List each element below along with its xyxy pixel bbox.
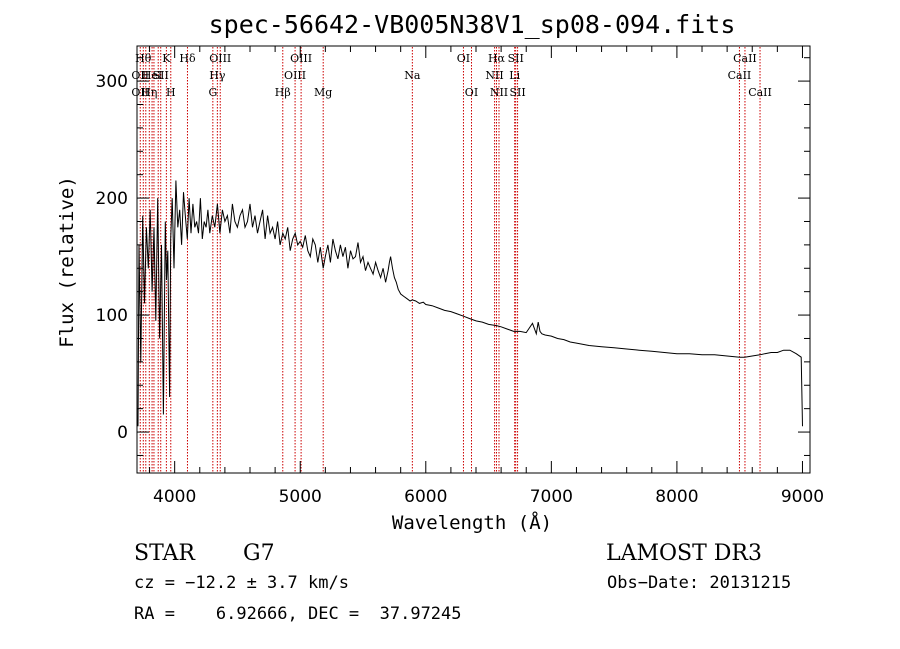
line-marker-label: NII (485, 69, 503, 82)
x-tick-label: 6000 (404, 487, 447, 507)
line-marker-label: Mg (314, 86, 332, 99)
line-marker-label: OI (457, 52, 470, 65)
line-marker-label: H (166, 86, 176, 99)
line-marker-label: OI (465, 86, 478, 99)
y-axis-ticks: 0 100 200 300 (96, 57, 810, 456)
obs-date-text: Obs−Date: 20131215 (607, 573, 791, 593)
redshift-text: cz = −12.2 ± 3.7 km/s (134, 573, 349, 593)
line-marker-label: OIII (284, 69, 306, 82)
line-marker-label: SII (153, 69, 169, 82)
x-tick-label: 9000 (781, 487, 824, 507)
object-subclass: G7 (243, 541, 275, 566)
spectral-line-labels: OIIOIIHθHηHeISIIKHHδGHγOIIIHβOIIIOIIIMgN… (131, 52, 771, 99)
line-marker-label: OII (131, 86, 149, 99)
survey-name: LAMOST DR3 (606, 541, 762, 566)
x-tick-label: 5000 (279, 487, 322, 507)
plot-frame (136, 45, 811, 474)
spectrum-line (137, 180, 803, 427)
y-axis-label: Flux (relative) (56, 176, 78, 348)
y-tick-label: 300 (96, 72, 128, 92)
coordinates-text: RA = 6.92666, DEC = 37.97245 (134, 604, 462, 624)
line-marker-label: OII (131, 69, 149, 82)
line-marker-label: K (162, 52, 171, 65)
line-marker-label: Hβ (275, 86, 291, 99)
line-marker-label: SII (509, 86, 525, 99)
line-marker-label: OIII (209, 52, 231, 65)
spectral-line-markers (139, 47, 761, 472)
line-marker-label: Hα (488, 52, 506, 65)
line-marker-label: Na (404, 69, 421, 82)
chart-title: spec-56642-VB005N38V1_sp08-094.fits (209, 10, 736, 39)
object-class: STAR (134, 541, 196, 566)
line-marker-label: CaII (728, 69, 752, 82)
x-axis-label: Wavelength (Å) (392, 511, 552, 534)
line-marker-label: CaII (748, 86, 772, 99)
line-marker-label: NII (490, 86, 508, 99)
line-marker-label: Hθ (135, 52, 152, 65)
y-tick-label: 200 (96, 189, 128, 209)
line-marker-label: OIII (290, 52, 312, 65)
x-tick-label: 7000 (530, 487, 573, 507)
y-tick-label: 0 (117, 423, 128, 443)
line-marker-label: CaII (733, 52, 757, 65)
line-marker-label: Hγ (209, 69, 226, 82)
y-tick-label: 100 (96, 306, 128, 326)
line-marker-label: Hδ (179, 52, 196, 65)
line-marker-label: Hη (141, 86, 157, 99)
line-marker-label: SII (508, 52, 524, 65)
x-tick-label: 8000 (655, 487, 698, 507)
line-marker-label: HeI (142, 69, 162, 82)
x-axis-ticks: 4000 5000 6000 7000 8000 9000 (149, 46, 824, 507)
x-tick-label: 4000 (153, 487, 196, 507)
line-marker-label: Li (509, 69, 520, 82)
line-marker-label: G (208, 86, 217, 99)
